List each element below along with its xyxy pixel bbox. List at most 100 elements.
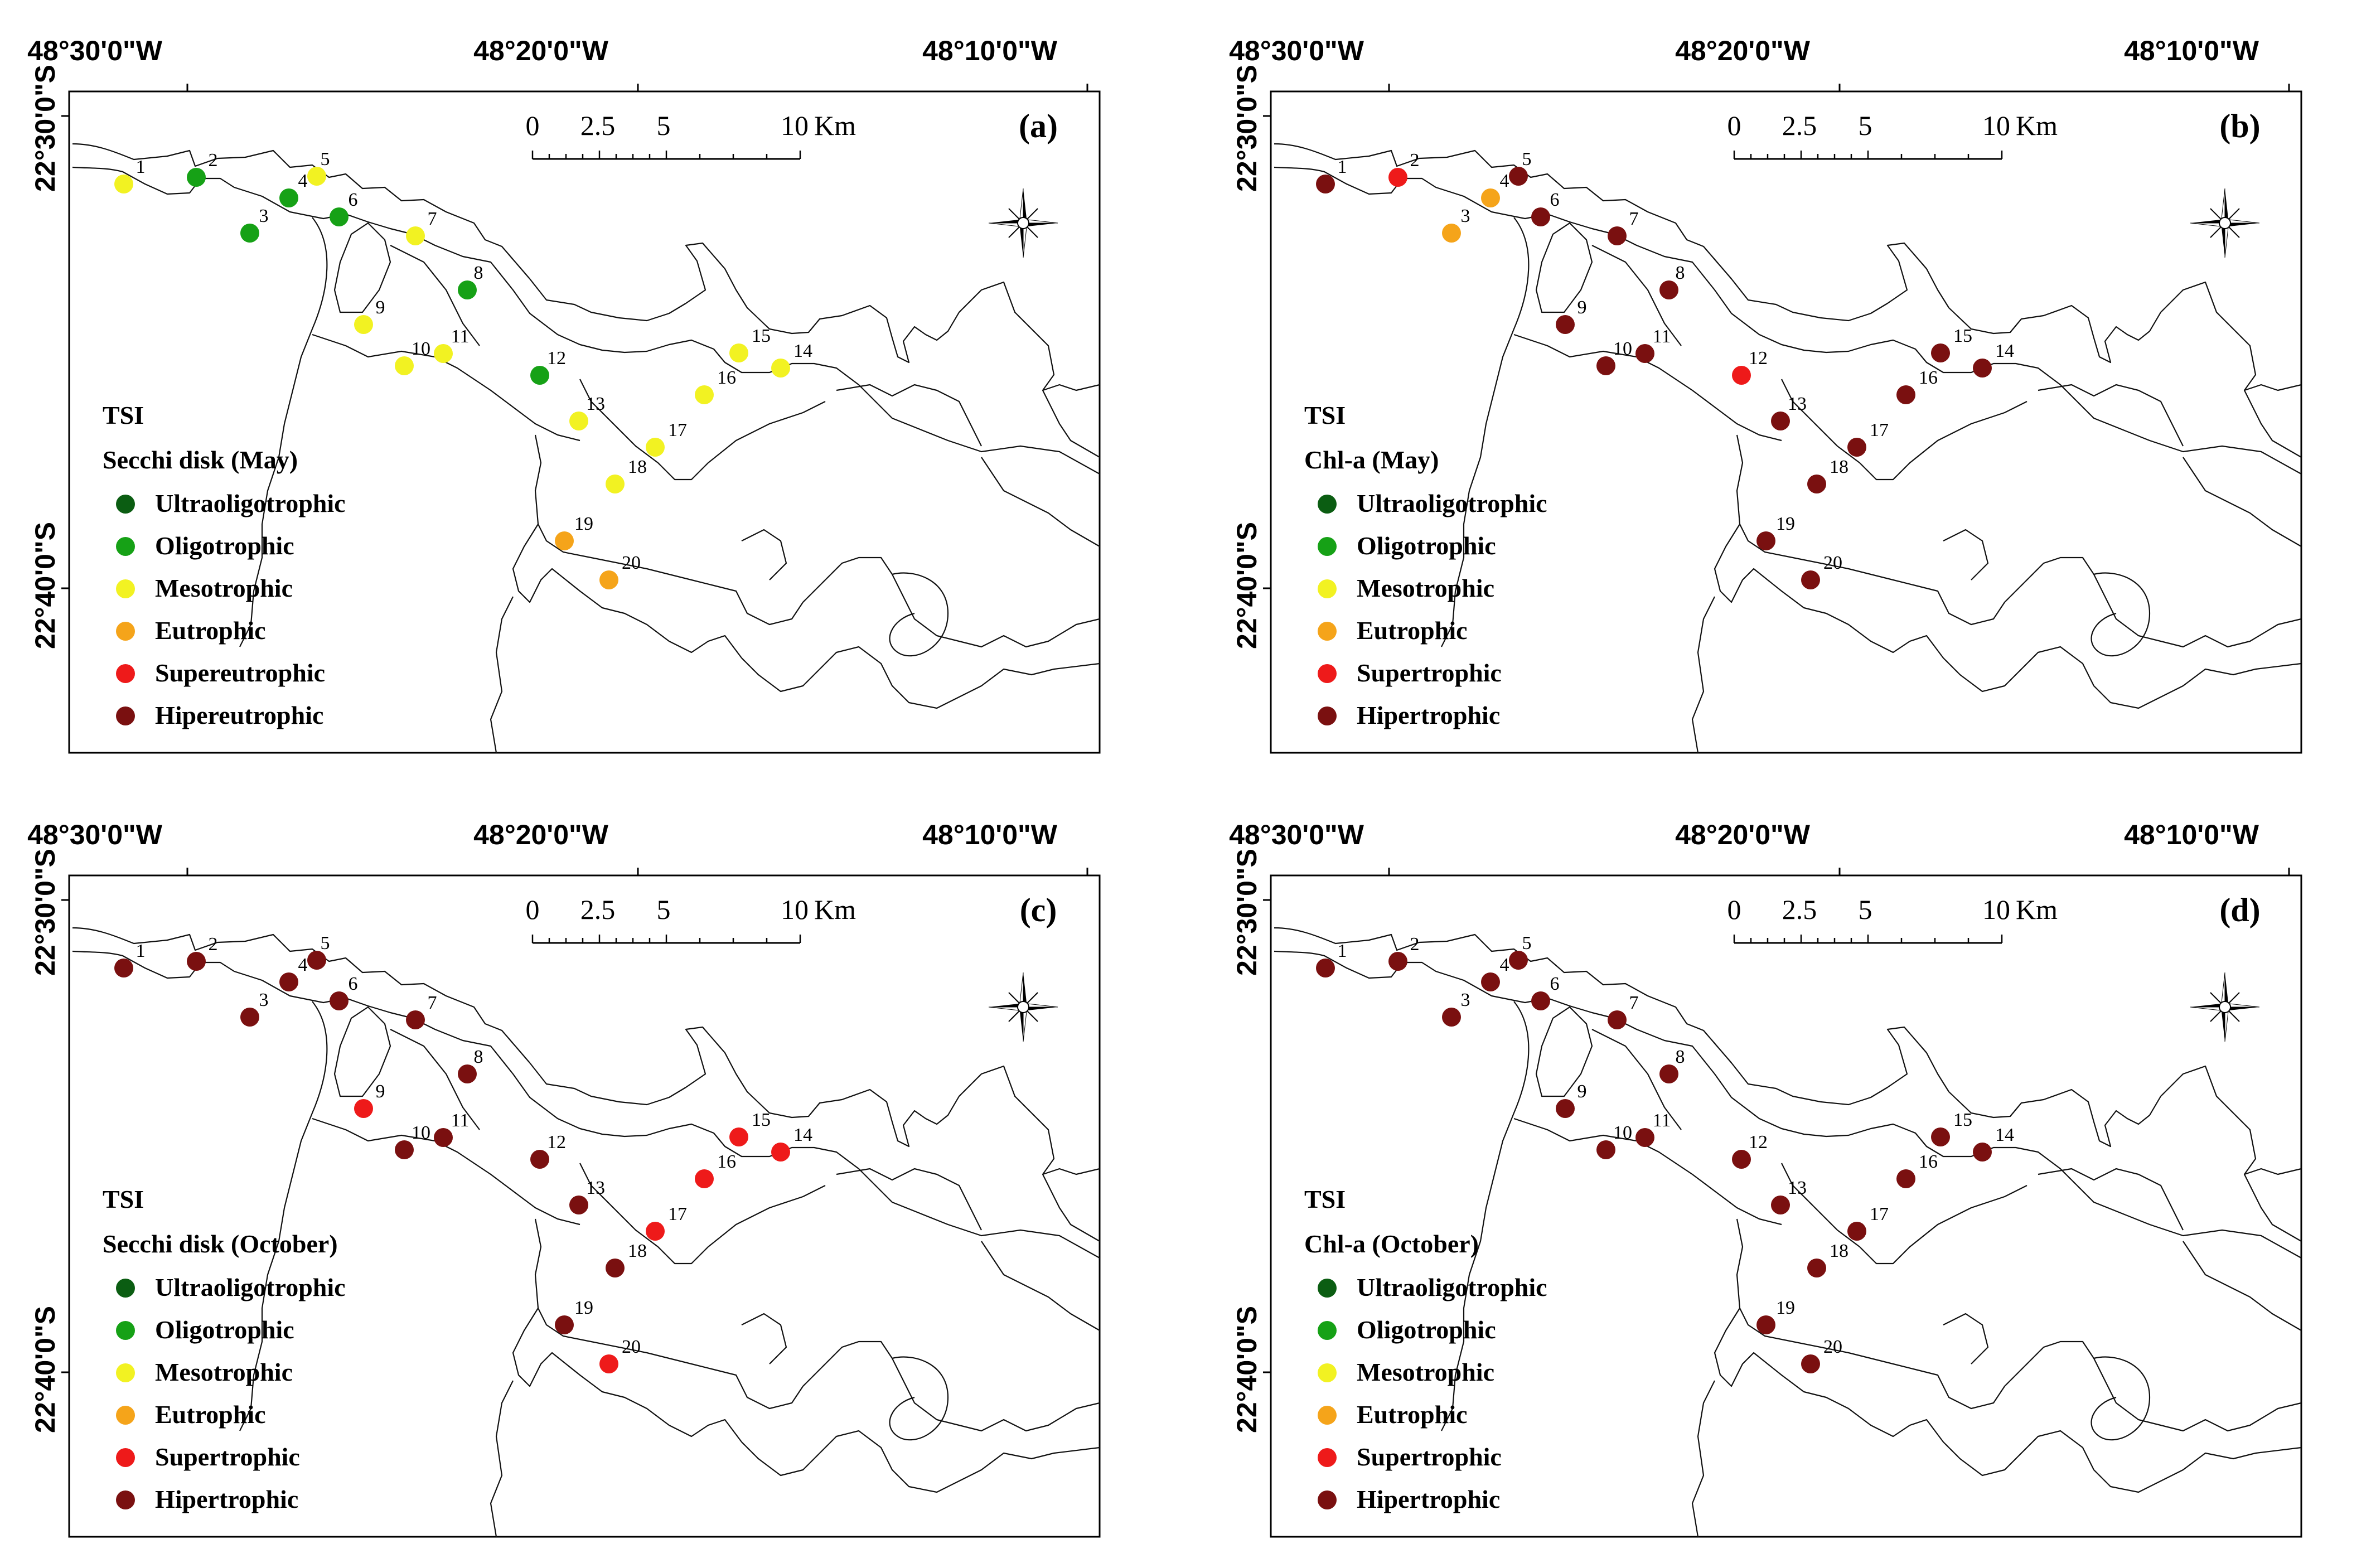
- map-panel-d: 48°30'0"W 48°20'0"W 48°10'0"W 22°30'0"S …: [1202, 784, 2376, 1568]
- site-point-9: [354, 315, 373, 334]
- site-label-17: 17: [1870, 1204, 1889, 1225]
- site-point-9: [1556, 315, 1575, 334]
- legend-item-supereutrophic: Supereutrophic: [155, 659, 325, 687]
- panel-label: (c): [1020, 892, 1057, 928]
- site-label-10: 10: [1613, 338, 1632, 359]
- site-point-11: [1635, 344, 1654, 363]
- site-point-10: [1596, 1140, 1615, 1159]
- site-point-4: [279, 972, 298, 991]
- site-point-2: [1388, 168, 1407, 187]
- site-label-14: 14: [793, 341, 812, 361]
- legend-swatch-eutrophic: [1318, 622, 1337, 641]
- legend-item-eutrophic: Eutrophic: [155, 1400, 266, 1429]
- site-label-14: 14: [793, 1125, 812, 1145]
- lat-label-2: 22°40'0"S: [30, 1306, 61, 1433]
- legend-swatch-ultraoligotrophic: [116, 1279, 135, 1298]
- site-point-9: [354, 1099, 373, 1118]
- site-point-19: [555, 531, 574, 550]
- scale-tick-0: 0: [1727, 110, 1741, 141]
- site-label-4: 4: [1500, 171, 1509, 191]
- lon-label-2: 48°20'0"W: [1675, 819, 1811, 850]
- legend-item-mesotrophic: Mesotrophic: [1357, 574, 1494, 602]
- site-point-13: [569, 1196, 588, 1214]
- site-point-11: [434, 344, 453, 363]
- scale-tick-10: 10: [1982, 110, 2010, 141]
- legend-swatch-eutrophic: [1318, 1406, 1337, 1425]
- site-label-9: 9: [376, 1081, 385, 1102]
- site-label-17: 17: [668, 1204, 687, 1225]
- compass-rose-icon: [2190, 188, 2260, 258]
- legend-subtitle: Secchi disk (May): [103, 446, 298, 474]
- site-label-19: 19: [574, 1298, 593, 1318]
- scale-tick-0: 0: [526, 110, 540, 141]
- reservoir-shoreline: [72, 143, 1100, 753]
- legend-item-ultraoligotrophic: Ultraoligotrophic: [1357, 489, 1547, 517]
- site-point-17: [1847, 1222, 1866, 1241]
- site-point-8: [1659, 280, 1678, 299]
- graticule-ticks: [61, 84, 1088, 589]
- lon-label-3: 48°10'0"W: [2124, 819, 2259, 850]
- site-point-15: [1931, 1127, 1950, 1146]
- site-label-17: 17: [668, 420, 687, 441]
- legend-swatch-mesotrophic: [1318, 1363, 1337, 1382]
- legend-swatch-ultraoligotrophic: [116, 495, 135, 514]
- scale-tick-2-5: 2.5: [580, 894, 616, 925]
- site-label-8: 8: [1676, 1047, 1685, 1067]
- panel-label: (a): [1019, 108, 1058, 144]
- site-label-15: 15: [1953, 326, 1972, 346]
- reservoir-shoreline: [1274, 927, 2302, 1537]
- site-label-18: 18: [1830, 457, 1848, 477]
- legend: TSI Chl-a (May) Ultraoligotrophic Oligotr…: [1304, 401, 1547, 729]
- site-point-8: [1659, 1064, 1678, 1083]
- legend-title: TSI: [103, 401, 144, 429]
- site-label-10: 10: [412, 338, 430, 359]
- scale-tick-5: 5: [657, 110, 671, 141]
- map-svg: 48°30'0"W 48°20'0"W 48°10'0"W 22°30'0"S …: [1229, 819, 2302, 1538]
- legend-swatch-supereutrophic: [116, 664, 135, 683]
- site-point-1: [1316, 175, 1335, 193]
- scale-tick-2-5: 2.5: [1782, 894, 1817, 925]
- lon-label-3: 48°10'0"W: [922, 819, 1058, 850]
- compass-rose-icon: [988, 972, 1058, 1042]
- site-label-1: 1: [1338, 941, 1347, 961]
- site-point-12: [530, 366, 549, 385]
- lon-label-1: 48°30'0"W: [1229, 819, 1364, 850]
- site-label-9: 9: [376, 297, 385, 318]
- site-label-1: 1: [1338, 157, 1347, 177]
- compass-rose-icon: [2190, 972, 2260, 1042]
- lat-label-2: 22°40'0"S: [30, 522, 61, 649]
- site-label-20: 20: [622, 1337, 641, 1357]
- site-point-18: [1807, 475, 1826, 493]
- site-label-2: 2: [1410, 934, 1420, 955]
- site-point-15: [729, 1127, 748, 1146]
- lon-label-2: 48°20'0"W: [1675, 35, 1811, 66]
- map-panel-a: 48°30'0"W 48°20'0"W 48°10'0"W 22°30'0"S …: [0, 0, 1188, 784]
- legend: TSI Secchi disk (October) Ultraoligotrop…: [103, 1185, 346, 1513]
- site-point-5: [307, 951, 326, 970]
- lon-label-2: 48°20'0"W: [473, 35, 609, 66]
- site-label-14: 14: [1995, 1125, 2014, 1145]
- legend-item-supertrophic: Supertrophic: [1357, 659, 1502, 687]
- site-point-15: [1931, 343, 1950, 362]
- legend-item-hipertrophic: Hipertrophic: [1357, 701, 1500, 729]
- site-point-11: [434, 1128, 453, 1147]
- legend-item-oligotrophic: Oligotrophic: [155, 1315, 294, 1344]
- site-label-12: 12: [1749, 1132, 1768, 1153]
- graticule-ticks: [1263, 84, 2290, 589]
- scale-tick-0: 0: [526, 894, 540, 925]
- site-label-15: 15: [752, 1110, 771, 1130]
- legend-swatch-supertrophic: [1318, 664, 1337, 683]
- site-point-18: [606, 475, 625, 493]
- site-point-20: [1801, 570, 1820, 589]
- site-label-8: 8: [474, 1047, 483, 1067]
- legend-swatch-hipertrophic: [1318, 706, 1337, 725]
- site-label-4: 4: [1500, 955, 1509, 975]
- site-label-2: 2: [209, 150, 218, 171]
- site-point-17: [646, 438, 665, 457]
- site-label-20: 20: [1823, 553, 1842, 573]
- graticule-ticks: [61, 868, 1088, 1373]
- legend-item-ultraoligotrophic: Ultraoligotrophic: [1357, 1273, 1547, 1301]
- site-point-7: [1608, 226, 1627, 245]
- site-label-3: 3: [1461, 206, 1470, 226]
